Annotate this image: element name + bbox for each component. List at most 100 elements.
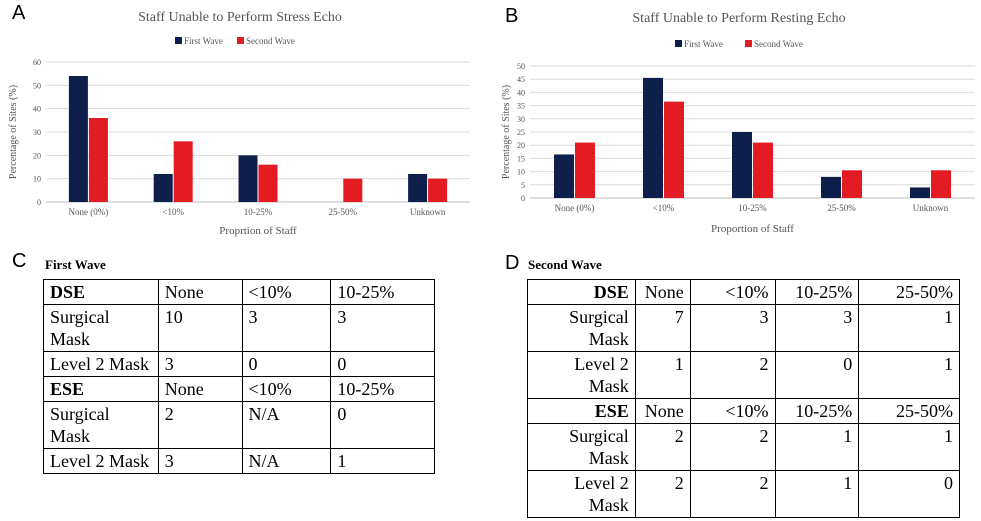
table-cell: 0 [330, 401, 435, 449]
table-cell: DSE [527, 279, 636, 305]
y-tick-label: 35 [517, 102, 525, 111]
legend-label-0: First Wave [184, 36, 223, 46]
bar-0-0 [554, 154, 574, 198]
table-row: Surgical Mask 7 3 3 1 [527, 304, 960, 352]
table-row: DSE None <10% 10-25% [43, 279, 435, 305]
panel-label-d: D [505, 252, 520, 274]
table-cell: Level 2 Mask [43, 448, 159, 474]
x-tick-label: <10% [653, 203, 675, 213]
x-tick-label: None (0%) [555, 203, 595, 213]
y-tick-label: 50 [33, 81, 41, 90]
table-cell: 1 [774, 470, 860, 518]
table-cell: 2 [634, 423, 691, 471]
table-cell: None [634, 279, 691, 305]
table-cell: Surgical Mask [43, 401, 159, 449]
table-row: Level 2 Mask 1 2 0 1 [527, 351, 960, 399]
table-cell: 10-25% [330, 279, 435, 305]
x-tick-label: None (0%) [69, 207, 109, 217]
second-wave-table: DSE None <10% 10-25% 25-50% Surgical Mask 7 3 3 1… [527, 279, 960, 518]
resting-echo-chart: Staff Unable to Perform Resting Echo Firs… [501, 11, 975, 235]
y-tick-label: 40 [517, 88, 525, 97]
table-cell: 3 [774, 304, 860, 352]
table-cell: 1 [858, 423, 960, 471]
table-cell: N/A [241, 401, 332, 449]
table-cell: <10% [241, 376, 332, 402]
bar-0-1 [153, 174, 173, 202]
legend-label-1: Second Wave [754, 39, 803, 49]
legend-label-0: First Wave [684, 39, 723, 49]
table-row: Level 2 Mask 3 N/A 1 [43, 448, 435, 474]
bar-1-4 [931, 170, 951, 198]
x-tick-label: 25-50% [827, 203, 856, 213]
legend-label-1: Second Wave [246, 36, 295, 46]
bar-1-0 [88, 118, 108, 202]
table-cell: ESE [43, 376, 159, 402]
table-cell: None [157, 279, 243, 305]
table-cell: None [157, 376, 243, 402]
table-cell: N/A [241, 448, 332, 474]
table-cell: <10% [689, 279, 776, 305]
bar-1-4 [428, 178, 448, 202]
table-cell: Level 2 Mask [527, 470, 636, 518]
x-axis-label: Proportion of Staff [711, 223, 794, 235]
first-wave-table: DSE None <10% 10-25% Surgical Mask 10 3 3 Level … [43, 279, 435, 474]
table-cell: None [634, 398, 691, 424]
stress-echo-chart: Staff Unable to Perform Stress Echo First… [8, 10, 470, 237]
table-cell: 2 [634, 470, 691, 518]
bar-0-4 [910, 187, 930, 198]
table-cell: 3 [157, 448, 243, 474]
legend-swatch-1 [237, 37, 244, 44]
table-cell: 0 [330, 351, 435, 377]
table-cell: 25-50% [858, 279, 960, 305]
x-tick-label: 10-25% [244, 207, 273, 217]
x-tick-label: <10% [162, 207, 184, 217]
x-tick-label: 10-25% [738, 203, 767, 213]
bar-0-0 [68, 76, 88, 202]
y-tick-label: 45 [517, 75, 525, 84]
table-cell: 2 [157, 401, 243, 449]
table-row: Surgical Mask 10 3 3 [43, 304, 435, 352]
x-axis-label: Proprtion of Staff [219, 225, 297, 237]
y-tick-label: 5 [521, 181, 525, 190]
table-cell: 1 [774, 423, 860, 471]
bar-0-2 [238, 155, 258, 202]
table-row: ESE None <10% 10-25% 25-50% [527, 398, 960, 424]
table-cell: 0 [774, 351, 860, 399]
table-cell: 7 [634, 304, 691, 352]
table-cell: Surgical Mask [527, 304, 636, 352]
table-row: DSE None <10% 10-25% 25-50% [527, 279, 960, 305]
bar-1-0 [575, 142, 595, 198]
first-wave-table-title: First Wave [45, 257, 106, 272]
second-wave-table-title: Second Wave [528, 257, 602, 272]
bar-0-4 [408, 174, 428, 202]
table-cell: ESE [527, 398, 636, 424]
y-tick-label: 20 [517, 141, 525, 150]
table-cell: 1 [330, 448, 435, 474]
chart-title: Staff Unable to Perform Resting Echo [632, 11, 845, 26]
table-cell: 0 [241, 351, 332, 377]
chart-title: Staff Unable to Perform Stress Echo [138, 10, 342, 25]
y-tick-label: 30 [33, 128, 41, 137]
table-cell: 3 [157, 351, 243, 377]
panel-label-a: A [12, 2, 26, 24]
table-cell: 2 [689, 351, 776, 399]
table-cell: Surgical Mask [527, 423, 636, 471]
table-cell: 1 [634, 351, 691, 399]
x-tick-label: 25-50% [329, 207, 358, 217]
x-tick-label: Unknown [913, 203, 949, 213]
bar-1-3 [842, 170, 862, 198]
y-axis-label: Percentage of Sites (%) [8, 85, 19, 179]
table-row: Level 2 Mask 2 2 1 0 [527, 470, 960, 518]
y-tick-label: 0 [521, 194, 525, 203]
table-cell: <10% [689, 398, 776, 424]
bar-0-2 [732, 132, 752, 198]
table-cell: 25-50% [858, 398, 960, 424]
table-row: Level 2 Mask 3 0 0 [43, 351, 435, 377]
table-row: Surgical Mask 2 N/A 0 [43, 401, 435, 449]
y-tick-label: 50 [517, 62, 525, 71]
table-cell: 10 [157, 304, 243, 352]
bar-0-1 [643, 77, 663, 198]
table-cell: 2 [689, 423, 776, 471]
y-tick-label: 0 [37, 198, 41, 207]
y-tick-label: 40 [33, 105, 41, 114]
